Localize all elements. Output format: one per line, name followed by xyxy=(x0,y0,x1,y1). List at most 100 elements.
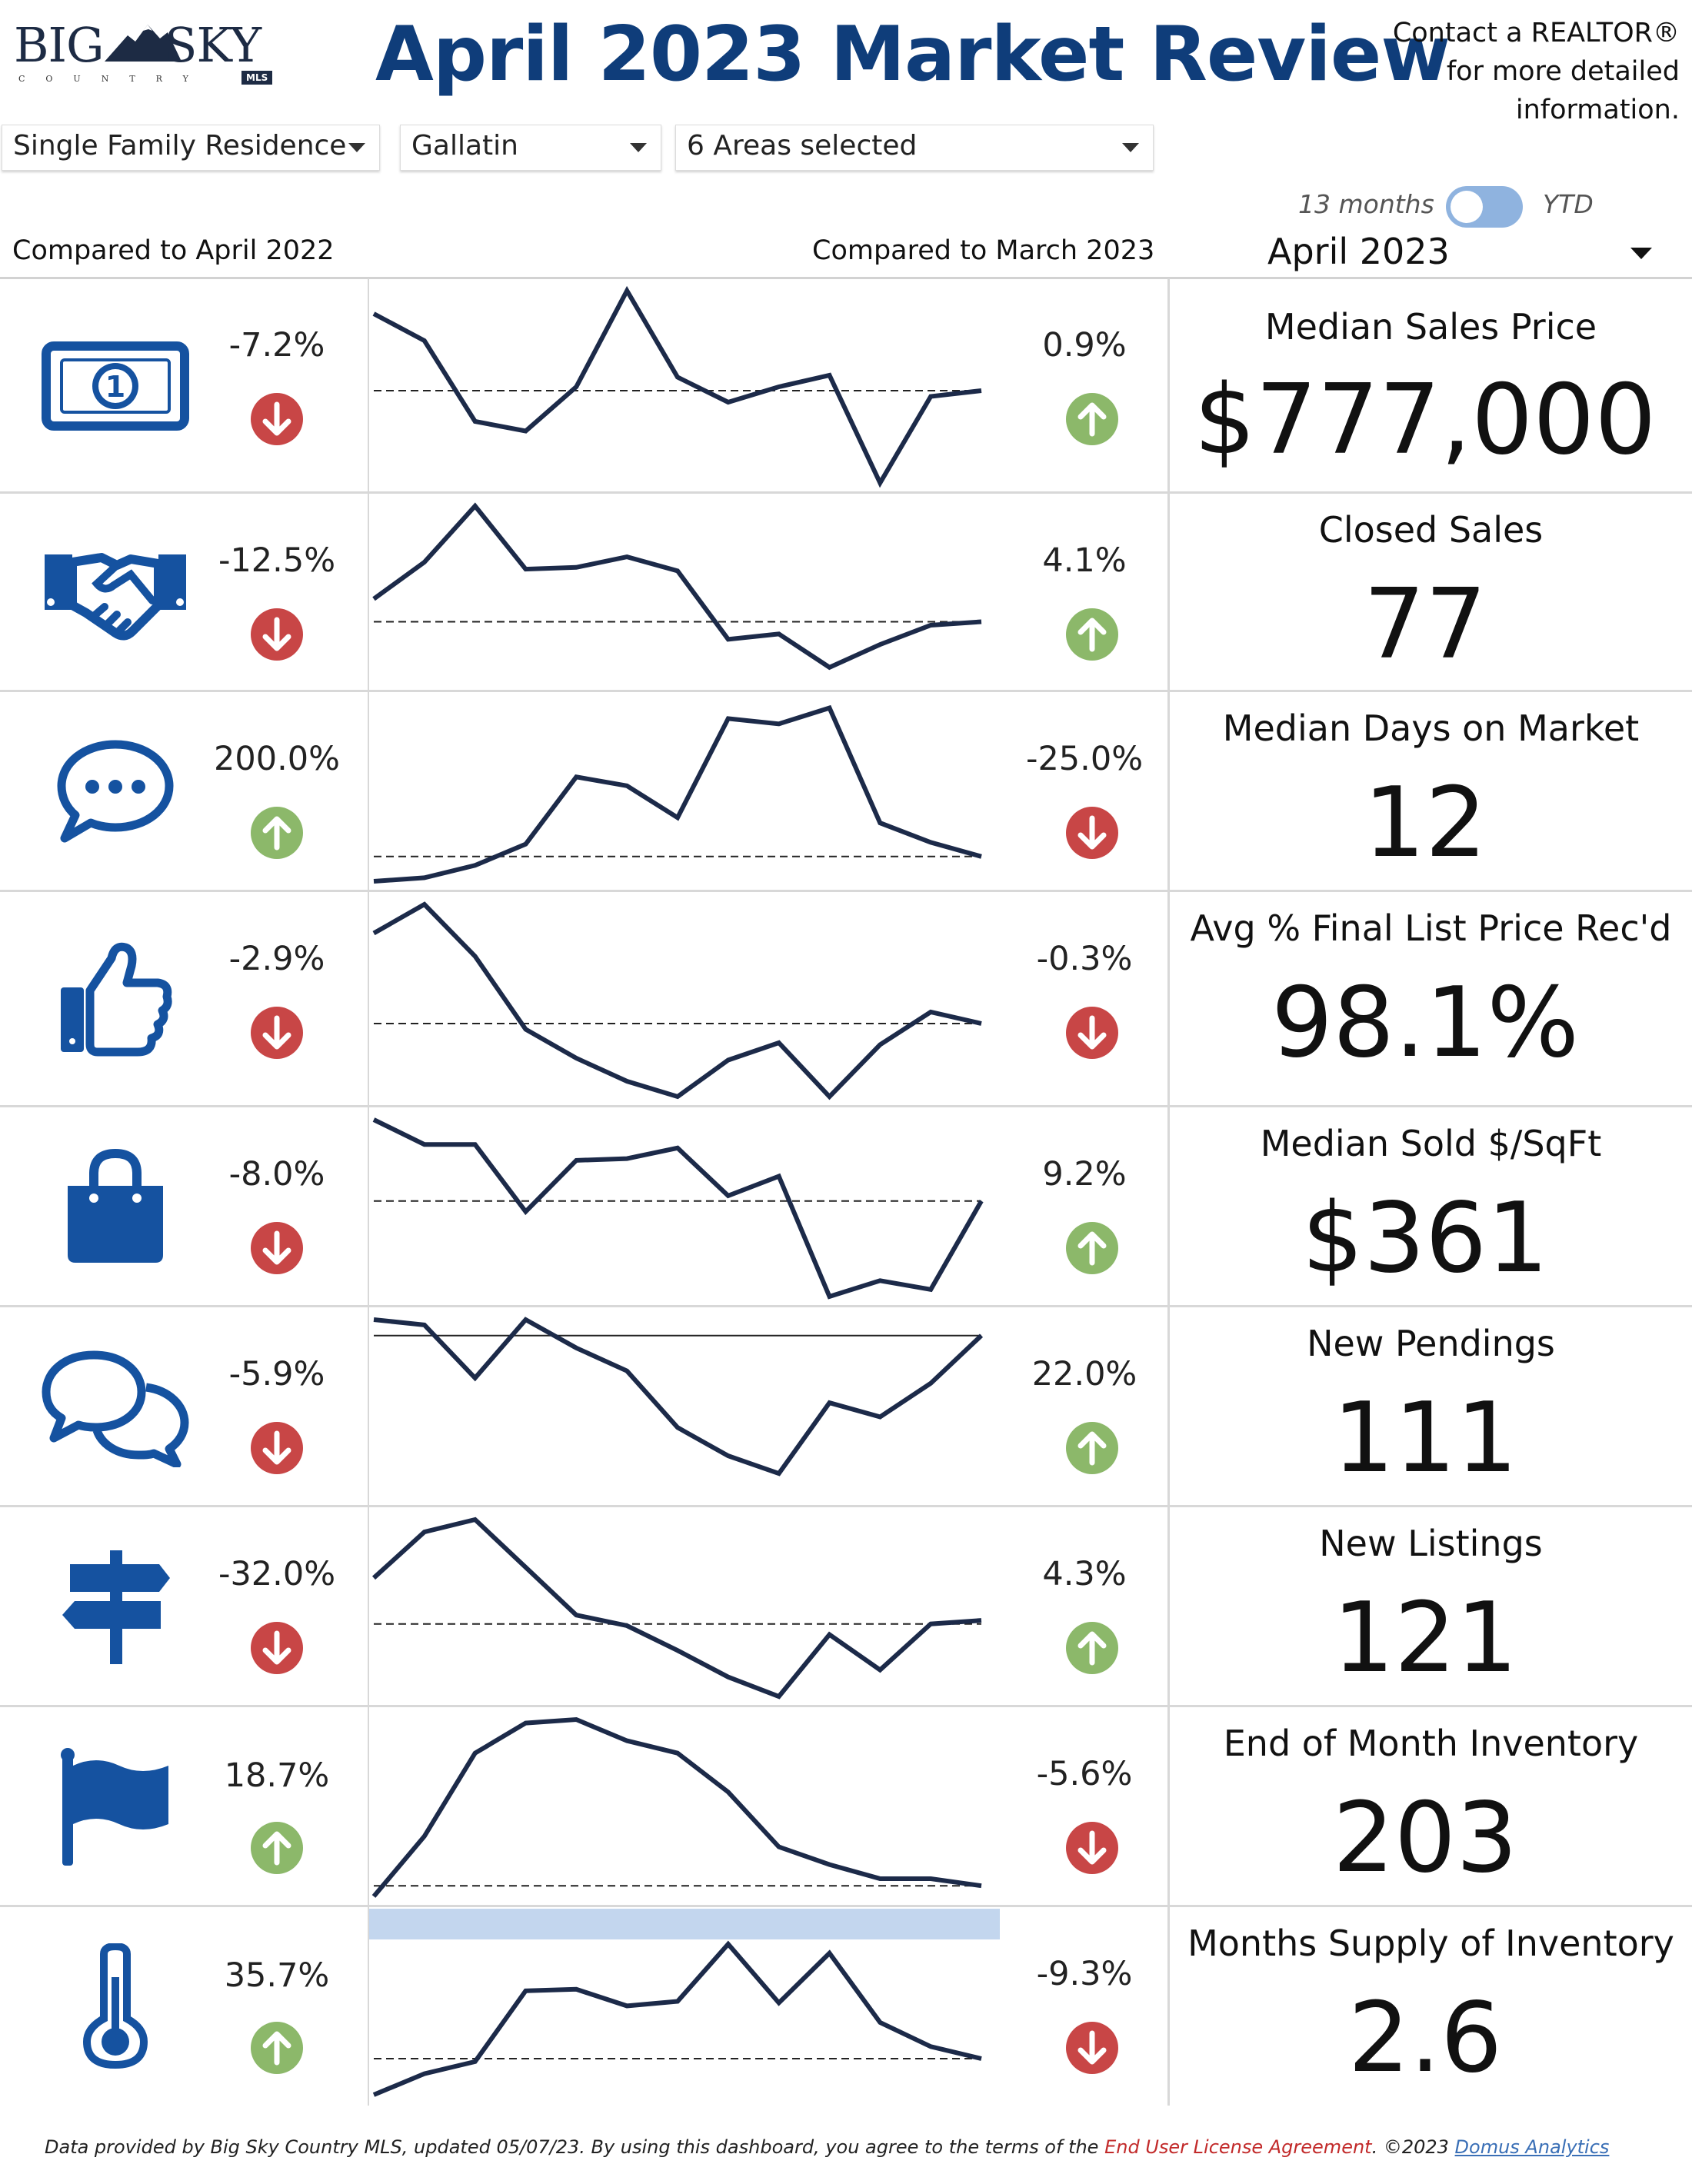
metric-row: 18.7% -5.6% End of Month Inventory 203 xyxy=(0,1707,1692,1907)
arrow-down-icon xyxy=(251,1422,303,1474)
trend-sparkline xyxy=(372,1117,984,1300)
month-dropdown[interactable]: April 2023 xyxy=(1267,231,1652,277)
trend-line xyxy=(372,1117,984,1300)
metric-label: New Listings xyxy=(1319,1523,1543,1564)
highlight-band xyxy=(369,1909,1000,1939)
mountain-logo-icon xyxy=(105,25,182,62)
toggle-label-ytd: YTD xyxy=(1543,189,1594,219)
yoy-change-value: 35.7% xyxy=(224,1956,330,1995)
page-title: April 2023 Market Review xyxy=(375,11,1451,98)
metric-value: 2.6 xyxy=(1347,1981,1503,2094)
arrow-up-icon xyxy=(1066,608,1118,661)
footer-copyright: . ©2023 xyxy=(1371,2136,1455,2158)
row-divider xyxy=(0,1505,1692,1507)
contact-line-2: for more detailed xyxy=(1446,56,1680,87)
property-type-dropdown[interactable]: Single Family Residence xyxy=(2,125,380,171)
mom-change-value: -5.6% xyxy=(1036,1755,1133,1793)
metric-label: Median Sold $/SqFt xyxy=(1260,1123,1602,1164)
logo-mls-badge: MLS xyxy=(241,71,273,85)
arrow-down-icon xyxy=(1066,807,1118,859)
arrow-up-icon xyxy=(251,1822,303,1874)
mom-change-value: -0.3% xyxy=(1036,940,1133,978)
arrow-up-icon xyxy=(1066,1622,1118,1674)
mom-change-value: 4.1% xyxy=(1042,541,1127,580)
trend-sparkline xyxy=(373,704,982,884)
areas-dropdown[interactable]: 6 Areas selected xyxy=(675,125,1154,171)
domus-analytics-link[interactable]: Domus Analytics xyxy=(1454,2136,1610,2158)
handshake-icon xyxy=(31,494,200,692)
yoy-change-value: 200.0% xyxy=(214,740,340,778)
property-type-value: Single Family Residence xyxy=(13,130,347,161)
chat-bubble-icon xyxy=(31,692,200,892)
yoy-change-value: -2.9% xyxy=(228,940,325,978)
metric-label: Median Days on Market xyxy=(1222,707,1640,749)
metric-row: 1 -7.2% 0.9% Median Sales Price $777,000 xyxy=(0,278,1692,494)
metric-row: -12.5% 4.1% Closed Sales 77 xyxy=(0,494,1692,692)
compare-year-label: Compared to April 2022 xyxy=(12,235,335,266)
row-divider xyxy=(0,1105,1692,1107)
yoy-change-value: -12.5% xyxy=(218,541,336,580)
trend-line xyxy=(372,1940,982,2097)
metric-label: Closed Sales xyxy=(1318,509,1544,551)
metric-label: New Pendings xyxy=(1307,1323,1555,1364)
metric-label: Avg % Final List Price Rec'd xyxy=(1190,907,1672,949)
trend-sparkline xyxy=(373,1317,984,1477)
logo-word-big: BIG xyxy=(14,17,105,73)
period-toggle[interactable] xyxy=(1446,186,1523,228)
compare-month-label: Compared to March 2023 xyxy=(812,235,1155,266)
row-divider xyxy=(0,690,1692,692)
chevron-down-icon xyxy=(1630,248,1652,259)
contact-line-1: Contact a REALTOR® xyxy=(1392,18,1680,48)
yoy-change-value: -7.2% xyxy=(228,326,325,365)
footer-text: Data provided by Big Sky Country MLS, up… xyxy=(45,2136,1105,2158)
shopping-bag-icon xyxy=(31,1107,200,1307)
mom-change-value: -25.0% xyxy=(1025,740,1144,778)
trend-line xyxy=(371,1716,982,1898)
mom-change-value: 0.9% xyxy=(1042,326,1127,365)
metric-value: $777,000 xyxy=(1194,363,1657,476)
yoy-change-value: -8.0% xyxy=(228,1155,325,1194)
row-divider xyxy=(0,491,1692,494)
metric-row: 35.7% -9.3% Months Supply of Inventory 2.6 xyxy=(0,1907,1692,2106)
trend-sparkline xyxy=(372,1940,982,2097)
trend-line xyxy=(373,1317,984,1477)
mom-change-value: 22.0% xyxy=(1031,1355,1137,1393)
big-sky-logo: BIG SKY COUNTRY MLS xyxy=(11,17,288,94)
thermometer-icon xyxy=(31,1907,200,2106)
row-divider xyxy=(0,890,1692,892)
metric-value: $361 xyxy=(1301,1181,1549,1294)
arrow-down-icon xyxy=(1066,1822,1118,1874)
arrow-down-icon xyxy=(251,608,303,661)
money-icon: 1 xyxy=(31,278,200,494)
row-divider xyxy=(0,1305,1692,1307)
logo-word-sky: SKY xyxy=(165,17,261,73)
trend-sparkline xyxy=(372,502,982,671)
svg-text:1: 1 xyxy=(105,370,125,404)
metric-row: -5.9% 22.0% New Pendings 111 xyxy=(0,1307,1692,1507)
arrow-up-icon xyxy=(1066,1422,1118,1474)
arrow-down-icon xyxy=(1066,1007,1118,1059)
chevron-down-icon xyxy=(348,143,365,152)
areas-value: 6 Areas selected xyxy=(687,130,918,161)
contact-note: Contact a REALTOR® for more detailed inf… xyxy=(1357,14,1680,129)
yoy-change-value: -32.0% xyxy=(218,1555,336,1593)
metric-value: 111 xyxy=(1332,1381,1518,1494)
arrow-down-icon xyxy=(251,1007,303,1059)
metric-label: End of Month Inventory xyxy=(1223,1723,1639,1764)
county-dropdown[interactable]: Gallatin xyxy=(400,125,661,171)
trend-sparkline xyxy=(372,285,982,488)
license-link[interactable]: End User License Agreement xyxy=(1104,2136,1372,2158)
chat-bubbles-icon xyxy=(31,1307,200,1507)
trend-sparkline xyxy=(371,1516,982,1700)
header-divider xyxy=(0,277,1692,279)
row-divider xyxy=(0,1905,1692,1907)
metric-row: -8.0% 9.2% Median Sold $/SqFt $361 xyxy=(0,1107,1692,1307)
thumbs-up-icon xyxy=(31,892,200,1107)
metric-column-divider xyxy=(1167,278,1170,2106)
yoy-change-value: 18.7% xyxy=(224,1756,330,1795)
chevron-down-icon xyxy=(1122,143,1139,152)
metric-value: 12 xyxy=(1363,766,1487,879)
metric-label: Months Supply of Inventory xyxy=(1187,1923,1674,1964)
flag-icon xyxy=(31,1707,200,1907)
arrow-down-icon xyxy=(1066,2022,1118,2074)
